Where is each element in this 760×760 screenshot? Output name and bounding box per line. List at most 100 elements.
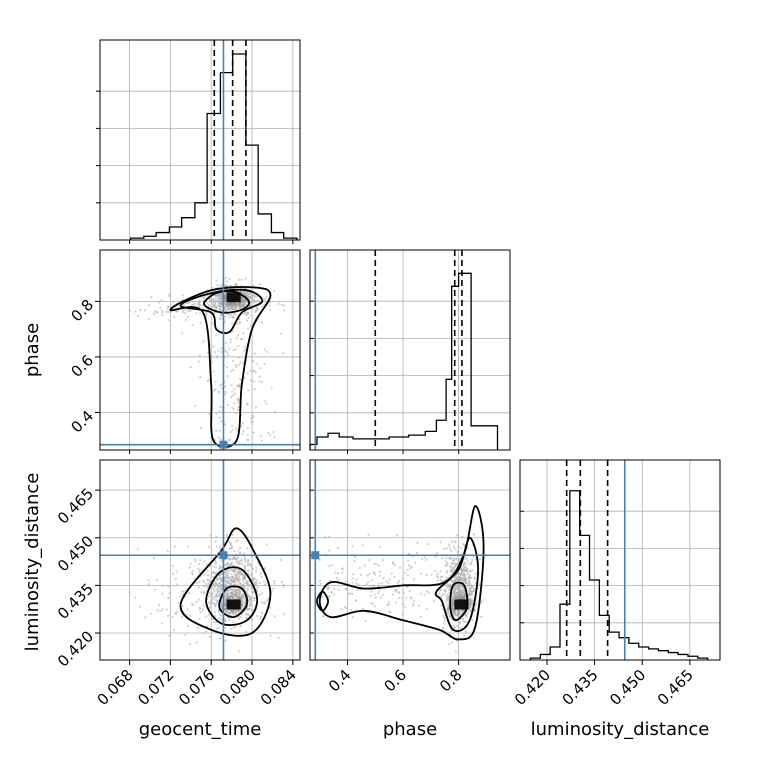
sample-point [444, 588, 447, 592]
sample-point [246, 612, 249, 616]
sample-point [226, 351, 229, 354]
sample-point [247, 560, 250, 563]
sample-point [443, 622, 446, 625]
sample-point [353, 560, 356, 563]
sample-point [171, 564, 174, 568]
sample-point [445, 556, 448, 560]
sample-point [243, 586, 246, 589]
sample-point [282, 585, 285, 589]
sample-point [238, 618, 241, 621]
sample-point [199, 559, 202, 562]
sample-point [215, 545, 218, 548]
sample-point [190, 602, 194, 605]
sample-point [468, 580, 471, 583]
contour-line [179, 527, 272, 637]
sample-point [231, 330, 235, 333]
sample-point [215, 588, 218, 591]
sample-point [167, 596, 170, 600]
sample-point [283, 309, 286, 312]
truth-marker [219, 440, 228, 449]
sample-point [238, 551, 242, 554]
sample-point [443, 547, 446, 551]
sample-point [260, 611, 264, 614]
contour-line [318, 505, 485, 641]
sample-point [255, 295, 258, 298]
sample-point [441, 556, 444, 560]
sample-point [223, 393, 227, 396]
contour-line [169, 286, 272, 449]
sample-point [440, 575, 444, 578]
sample-point [437, 579, 440, 582]
sample-point [223, 620, 227, 623]
sample-point [220, 383, 223, 386]
histogram-luminosity_distance [529, 490, 709, 660]
sample-point [467, 576, 470, 579]
sample-point [397, 586, 400, 589]
sample-point [345, 607, 349, 610]
sample-point [443, 592, 447, 595]
sample-point [177, 601, 180, 605]
sample-point [175, 610, 179, 614]
sample-point [242, 576, 245, 579]
sample-point [401, 577, 405, 580]
sample-point [234, 587, 238, 590]
x-axis-label-geocent_time: geocent_time [139, 719, 262, 740]
sample-point [448, 545, 451, 548]
sample-point [469, 583, 472, 586]
sample-point [250, 564, 253, 568]
sample-point [344, 588, 347, 591]
sample-point [247, 316, 250, 320]
sample-point [237, 556, 240, 559]
sample-point [448, 591, 451, 594]
sample-point [401, 596, 404, 600]
sample-point [165, 608, 168, 611]
sample-point [218, 613, 221, 617]
sample-point [207, 613, 211, 616]
sample-point [255, 588, 258, 591]
x-tick-label: 0.435 [559, 666, 602, 709]
sample-point [468, 562, 471, 566]
sample-point [408, 589, 411, 593]
sample-point [251, 359, 254, 362]
sample-point [401, 613, 404, 616]
sample-point [208, 592, 212, 595]
sample-point [173, 611, 177, 615]
sample-point [208, 413, 211, 416]
sample-point [373, 605, 376, 608]
sample-point [205, 615, 208, 618]
sample-point [218, 616, 221, 619]
sample-point [456, 579, 459, 582]
sample-point [206, 625, 209, 628]
sample-point [231, 359, 235, 362]
sample-point [207, 304, 211, 307]
sample-point [223, 618, 227, 621]
sample-point [472, 586, 475, 590]
sample-point [252, 301, 255, 304]
sample-point [245, 630, 248, 633]
sample-point [448, 584, 451, 587]
sample-point [181, 590, 184, 593]
sample-point [402, 591, 405, 594]
sample-point [205, 311, 208, 314]
sample-point [249, 574, 253, 577]
sample-point [321, 615, 325, 618]
sample-point [467, 588, 470, 591]
x-tick-label: 0.4 [325, 666, 355, 696]
sample-point [270, 387, 273, 390]
sample-point [260, 576, 263, 579]
sample-point [328, 549, 331, 552]
sample-point [198, 354, 201, 357]
sample-point [241, 421, 245, 425]
sample-point [468, 569, 471, 572]
sample-point [167, 318, 170, 322]
sample-point [207, 595, 211, 598]
sample-point [165, 310, 168, 313]
sample-point [186, 315, 190, 319]
sample-point [229, 396, 233, 399]
sample-point [128, 309, 131, 312]
sample-point [372, 585, 375, 588]
sample-point [211, 286, 214, 290]
sample-point [459, 547, 463, 550]
sample-point [241, 432, 244, 435]
sample-point [152, 556, 155, 560]
